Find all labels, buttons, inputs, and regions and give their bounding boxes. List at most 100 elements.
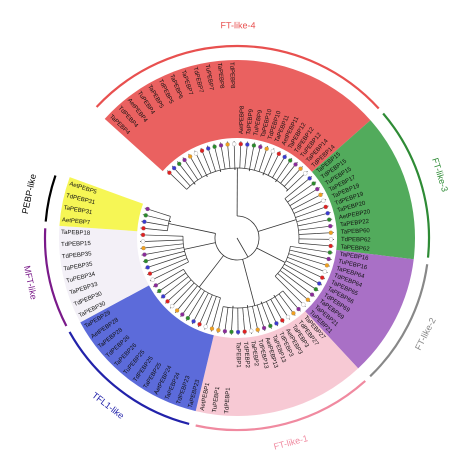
branch (296, 216, 302, 218)
branch (290, 250, 309, 254)
leaf-marker (325, 263, 329, 267)
leaf-marker (175, 308, 179, 312)
leaf-marker (216, 328, 220, 332)
leaf-marker (192, 319, 196, 323)
branch (294, 209, 305, 214)
leaf-marker (252, 144, 256, 148)
leaf-marker (306, 298, 310, 302)
branch (188, 183, 191, 186)
branch (286, 261, 304, 269)
leaf-marker (198, 322, 202, 326)
leaf-marker (180, 312, 184, 316)
branch (172, 255, 185, 259)
leaf-marker (188, 155, 192, 159)
leaf-marker (245, 143, 249, 147)
leaf-marker (277, 152, 281, 156)
branch (284, 183, 287, 186)
branch (164, 225, 168, 226)
leaf-label: TaPEBP1 (235, 342, 241, 368)
branch (286, 190, 287, 191)
leaf-marker (315, 187, 319, 191)
branch (279, 294, 281, 297)
branch (283, 291, 290, 299)
leaf-marker (328, 224, 332, 228)
leaf-marker (268, 324, 272, 328)
leaf-marker (232, 142, 236, 146)
branch (287, 257, 311, 266)
branch (278, 273, 289, 282)
leaf-marker (310, 293, 314, 297)
branch (263, 173, 264, 175)
leaf-marker (144, 213, 148, 217)
branch (257, 305, 260, 315)
branch (161, 213, 171, 216)
branch (274, 295, 275, 297)
root-branch (237, 238, 248, 257)
clade-label: MFT-like (22, 265, 39, 301)
branch (227, 307, 228, 317)
branch (174, 276, 188, 287)
leaf-marker (142, 246, 146, 250)
leaf-marker (280, 318, 284, 322)
leaf-marker (146, 265, 150, 269)
leaf-marker (239, 142, 243, 146)
leaf-marker (200, 149, 204, 153)
branch (186, 283, 194, 292)
branch (272, 174, 274, 177)
leaf-marker (210, 327, 214, 331)
branch (276, 180, 277, 182)
leaf-marker (144, 259, 148, 263)
branch (223, 159, 225, 169)
leaf-marker (249, 329, 253, 333)
leaf-marker (324, 205, 328, 209)
leaf-marker (223, 329, 227, 333)
branch (268, 166, 272, 175)
branch (169, 244, 183, 246)
leaf-marker (301, 303, 305, 307)
leaf-marker (256, 328, 260, 332)
branch (176, 273, 186, 280)
leaf-marker (294, 162, 298, 166)
leaf-marker (141, 233, 145, 237)
branch (266, 302, 268, 306)
leaf-marker (262, 326, 266, 330)
leaf-marker (318, 193, 322, 197)
leaf-marker (327, 218, 331, 222)
leaf-marker (142, 253, 146, 257)
clade-label: FT-like-1 (273, 433, 309, 452)
leaf-marker (166, 299, 170, 303)
clade-label: FT-like-3 (430, 157, 450, 193)
branch (187, 280, 191, 284)
leaf-marker (321, 199, 325, 203)
leaf-label: AetPEBP8 (239, 105, 246, 134)
leaf-marker (161, 294, 165, 298)
branch (299, 234, 317, 235)
leaf-marker (329, 231, 333, 235)
leaf-marker (172, 166, 176, 170)
branch (179, 182, 186, 189)
leaf-marker (327, 257, 331, 261)
leaf-marker (303, 171, 307, 175)
branch (212, 296, 216, 307)
leaf-marker (229, 330, 233, 334)
leaf-marker (170, 304, 174, 308)
branch (206, 175, 207, 177)
leaf-marker (213, 145, 217, 149)
branch (281, 175, 287, 183)
leaf-marker (323, 270, 327, 274)
leaf-marker (148, 272, 152, 276)
leaf-marker (297, 307, 301, 311)
branch (297, 217, 314, 222)
leaf-marker (151, 278, 155, 282)
clade-label: FT-like-2 (413, 316, 438, 352)
leaf-marker (329, 244, 333, 248)
leaf-marker (308, 176, 312, 180)
branch (184, 243, 215, 250)
leaf-marker (141, 239, 145, 243)
branch (271, 299, 276, 308)
leaf-marker (326, 211, 330, 215)
branch (210, 295, 212, 301)
branch (222, 307, 223, 311)
leaf-marker (183, 158, 187, 162)
